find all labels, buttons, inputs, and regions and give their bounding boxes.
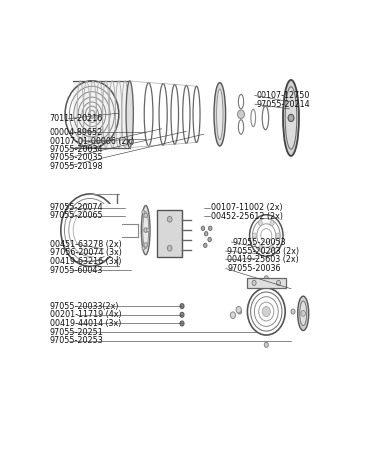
- Circle shape: [291, 309, 295, 314]
- Text: 97055-20034: 97055-20034: [50, 145, 103, 154]
- Text: 97055-20251: 97055-20251: [50, 328, 104, 337]
- Text: 00201-11719 (4x): 00201-11719 (4x): [50, 310, 122, 319]
- Text: 00452-25612 (2x): 00452-25612 (2x): [211, 212, 283, 221]
- Text: 00451-63278 (2x): 00451-63278 (2x): [50, 240, 122, 249]
- Circle shape: [142, 246, 145, 250]
- Text: 97055-20035: 97055-20035: [50, 153, 104, 162]
- Text: 97055-20036: 97055-20036: [227, 264, 280, 273]
- Bar: [158, 210, 182, 257]
- Circle shape: [180, 304, 184, 309]
- Circle shape: [237, 110, 244, 118]
- Text: 70111-20216: 70111-20216: [50, 114, 103, 123]
- Text: 97055-20065: 97055-20065: [50, 211, 104, 220]
- Circle shape: [237, 309, 242, 314]
- Circle shape: [252, 281, 256, 285]
- Ellipse shape: [141, 205, 150, 255]
- Circle shape: [258, 220, 262, 226]
- Circle shape: [264, 342, 268, 347]
- Circle shape: [201, 226, 205, 230]
- Text: 00004-89652: 00004-89652: [50, 128, 103, 137]
- Bar: [246, 278, 286, 288]
- Circle shape: [288, 114, 294, 122]
- Text: 97055-20203 (2x): 97055-20203 (2x): [227, 247, 299, 256]
- Text: 00419-44014 (3x): 00419-44014 (3x): [50, 319, 121, 328]
- Text: 97055-20253: 97055-20253: [50, 337, 104, 345]
- Bar: [73, 81, 130, 148]
- Circle shape: [208, 237, 212, 242]
- Circle shape: [167, 245, 172, 251]
- Circle shape: [204, 243, 207, 248]
- Ellipse shape: [126, 81, 134, 148]
- Text: 97055-20074: 97055-20074: [50, 203, 104, 212]
- Circle shape: [301, 311, 306, 316]
- Text: 97056-20074 (3x): 97056-20074 (3x): [50, 249, 122, 258]
- Text: 00107-11002 (2x): 00107-11002 (2x): [211, 203, 283, 212]
- Text: 97055-20033(2x): 97055-20033(2x): [50, 302, 119, 311]
- Ellipse shape: [298, 296, 309, 330]
- Circle shape: [276, 233, 280, 238]
- Ellipse shape: [230, 312, 236, 318]
- Text: 97055-20214: 97055-20214: [256, 100, 310, 109]
- Circle shape: [144, 213, 147, 218]
- Text: 00107-01-00006 (2x): 00107-01-00006 (2x): [50, 137, 134, 146]
- Circle shape: [142, 210, 145, 214]
- Circle shape: [270, 245, 274, 251]
- Text: 00107-12750: 00107-12750: [256, 91, 309, 100]
- Bar: [88, 204, 122, 256]
- Ellipse shape: [300, 301, 307, 326]
- Circle shape: [180, 312, 184, 317]
- Ellipse shape: [262, 306, 270, 317]
- Circle shape: [167, 216, 172, 222]
- Circle shape: [270, 220, 274, 226]
- Circle shape: [144, 243, 147, 247]
- Circle shape: [264, 276, 268, 281]
- Circle shape: [276, 281, 280, 285]
- Text: 00419-63216 (3x): 00419-63216 (3x): [50, 257, 121, 266]
- Circle shape: [144, 228, 147, 232]
- Text: 97055-20198: 97055-20198: [50, 162, 104, 171]
- Circle shape: [144, 228, 147, 232]
- Ellipse shape: [214, 83, 226, 146]
- Circle shape: [253, 233, 257, 238]
- Ellipse shape: [217, 89, 223, 140]
- Circle shape: [204, 232, 208, 236]
- Circle shape: [258, 245, 262, 251]
- Circle shape: [180, 321, 184, 326]
- Text: 97055-60043: 97055-60043: [50, 266, 103, 275]
- Ellipse shape: [283, 80, 299, 156]
- Text: 97055-20053: 97055-20053: [233, 237, 286, 247]
- Ellipse shape: [236, 306, 241, 313]
- Ellipse shape: [285, 87, 297, 149]
- Circle shape: [209, 226, 212, 230]
- Circle shape: [147, 228, 150, 232]
- Ellipse shape: [143, 212, 148, 249]
- Text: 00419-25603 (2x): 00419-25603 (2x): [227, 255, 299, 264]
